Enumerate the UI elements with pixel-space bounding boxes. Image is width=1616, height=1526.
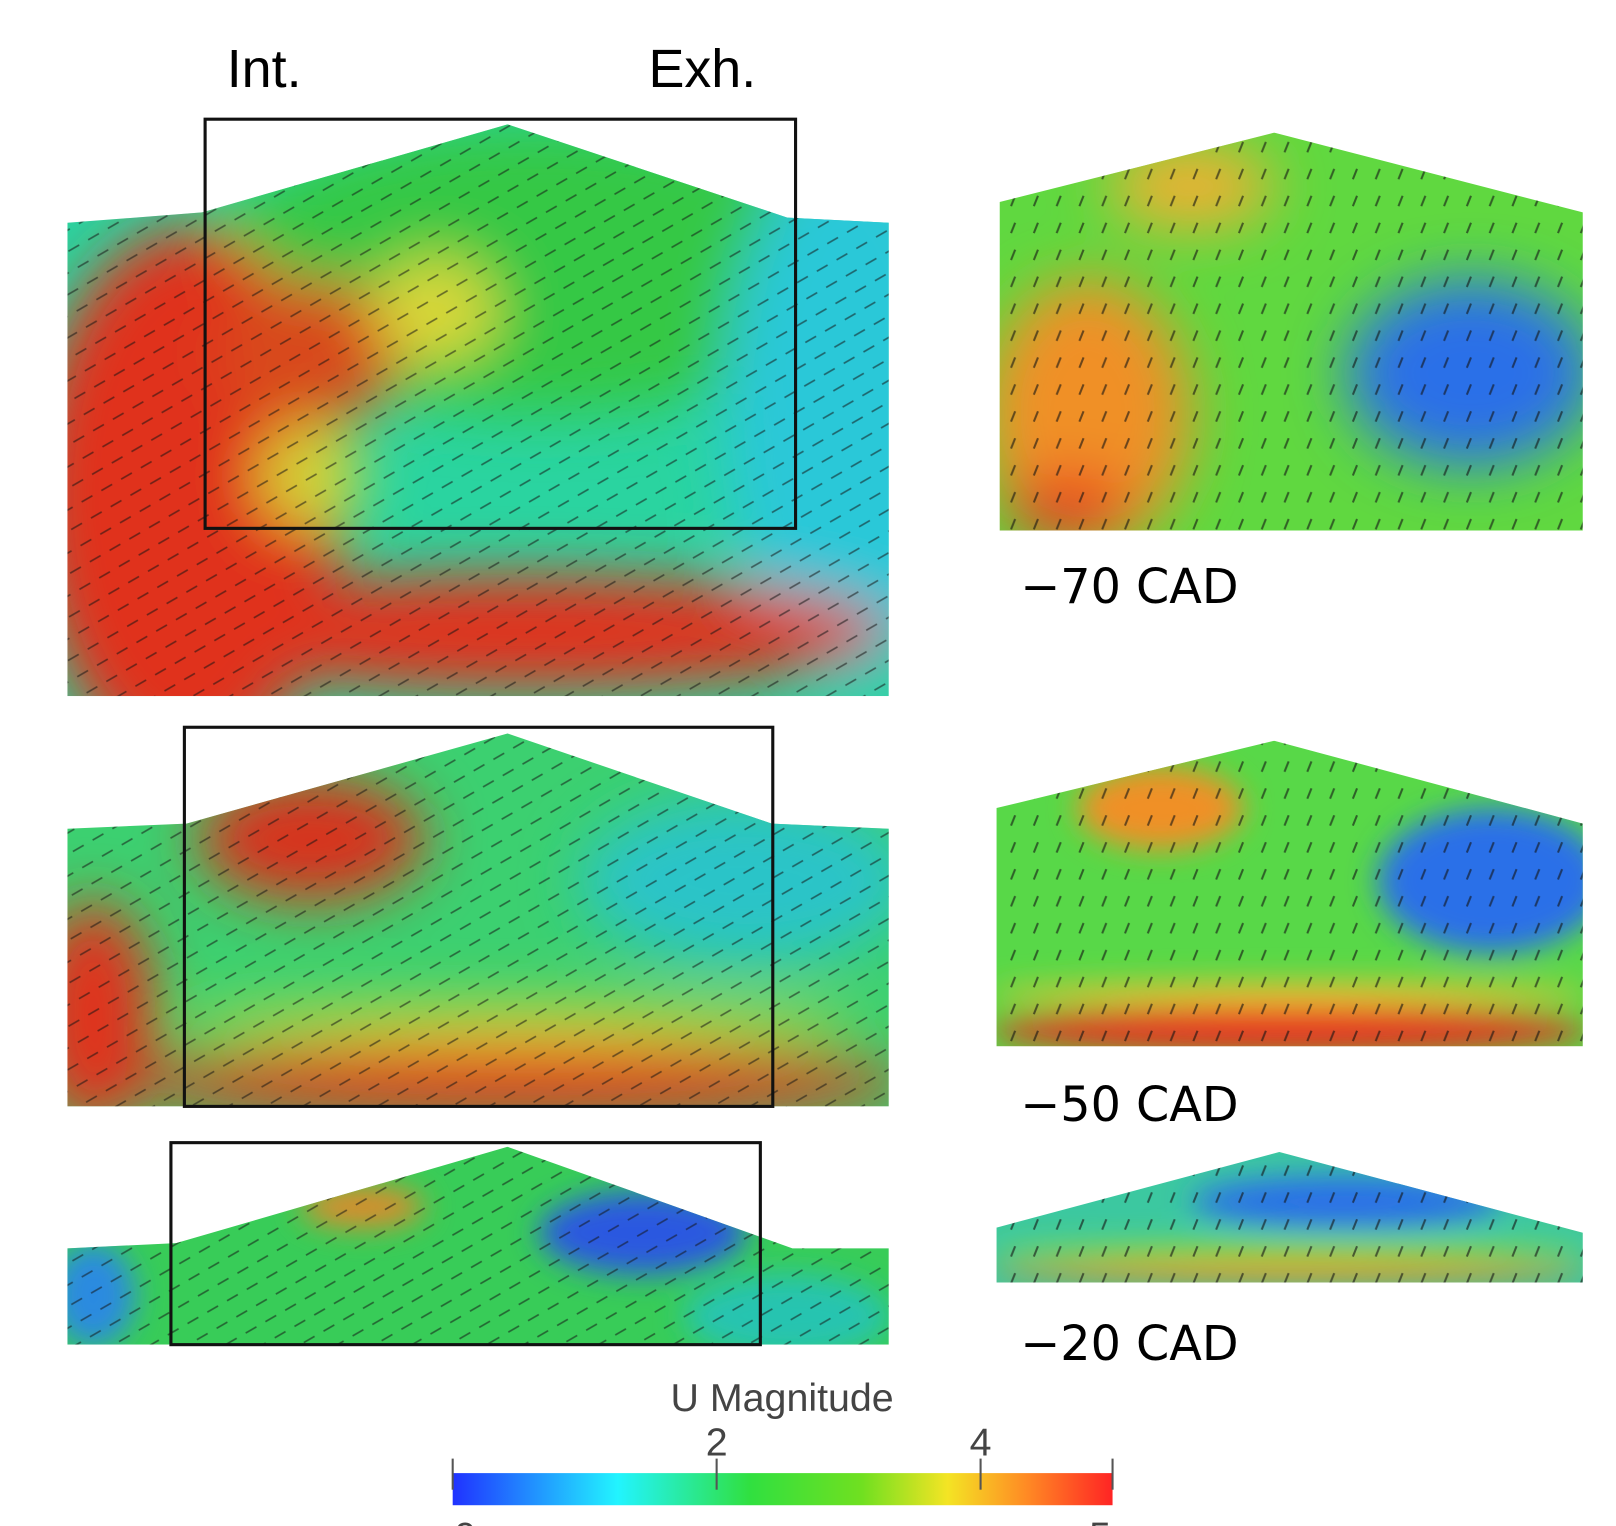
piv-field — [984, 124, 1595, 549]
velocity-field — [31, 725, 912, 1129]
page: Flow field figure html, body { margin: 0… — [0, 0, 1616, 1526]
colorbar-tick-label: 4 — [970, 1420, 992, 1464]
intake-label: Int. — [227, 39, 302, 99]
colorbar-title: U Magnitude — [671, 1376, 894, 1420]
panel-label: −70 CAD — [1020, 560, 1238, 615]
piv-field — [989, 1150, 1590, 1285]
colorbar-tick-label: 5 — [1089, 1515, 1111, 1526]
panel-label: −20 CAD — [1020, 1317, 1238, 1372]
panel-label: −50 CAD — [1020, 1078, 1238, 1133]
colorbar-tick-label: 2 — [706, 1420, 728, 1464]
piv-field — [989, 736, 1605, 1054]
figure: Int. Exh. — [0, 0, 1616, 1526]
velocity-field — [52, 1140, 896, 1358]
colorbar — [453, 1473, 1113, 1505]
velocity-field — [31, 104, 974, 767]
exhaust-label: Exh. — [648, 39, 756, 99]
colorbar-tick-label: 0 — [454, 1515, 476, 1526]
page-body: {"labels": {"intake": "Int.", "exhaust":… — [0, 0, 1616, 1526]
